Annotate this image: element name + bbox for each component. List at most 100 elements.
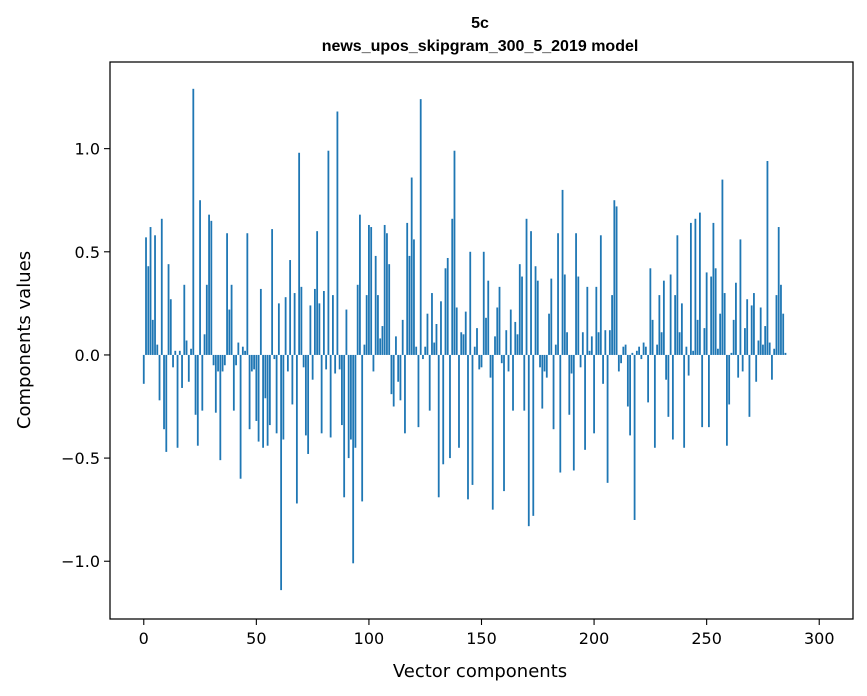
bar-112 <box>395 336 397 355</box>
bar-21 <box>190 348 192 355</box>
bar-5 <box>154 235 156 355</box>
bar-49 <box>253 354 255 370</box>
bar-173 <box>532 354 535 516</box>
y-tick-label: −0.5 <box>61 449 100 468</box>
bar-164 <box>512 354 514 411</box>
bar-210 <box>615 206 618 355</box>
bar-19 <box>185 340 188 355</box>
bar-120 <box>413 239 415 355</box>
bar-2 <box>147 266 150 355</box>
bar-185 <box>559 354 562 473</box>
bar-238 <box>678 332 681 355</box>
bar-60 <box>277 303 280 355</box>
bar-251 <box>708 354 710 428</box>
bar-14 <box>174 350 177 355</box>
bar-108 <box>386 233 388 355</box>
bar-196 <box>584 354 586 450</box>
bar-59 <box>275 354 278 434</box>
bar-146 <box>471 354 474 485</box>
bar-34 <box>219 354 222 461</box>
bar-193 <box>577 276 580 355</box>
bar-233 <box>667 354 670 417</box>
bar-123 <box>419 99 422 355</box>
bar-153 <box>487 280 490 355</box>
bar-275 <box>762 344 764 355</box>
bar-254 <box>714 268 717 355</box>
bar-218 <box>633 354 636 520</box>
bar-265 <box>739 239 742 355</box>
bar-157 <box>496 307 499 355</box>
bar-30 <box>210 220 213 355</box>
bar-38 <box>228 309 231 355</box>
bar-77 <box>316 231 319 355</box>
bar-144 <box>467 354 469 500</box>
bar-139 <box>455 307 458 355</box>
bar-160 <box>503 354 505 492</box>
bar-88 <box>341 354 343 426</box>
bar-236 <box>674 295 677 355</box>
bar-103 <box>374 255 377 355</box>
bar-12 <box>169 299 172 355</box>
bar-215 <box>626 354 629 407</box>
bar-166 <box>516 334 519 355</box>
bar-57 <box>271 229 274 355</box>
bar-216 <box>629 354 631 436</box>
bar-85 <box>334 354 337 374</box>
bar-226 <box>651 319 654 355</box>
x-tick-label: 150 <box>466 629 497 648</box>
bar-78 <box>318 303 321 355</box>
bar-256 <box>719 313 722 355</box>
bar-11 <box>167 264 170 355</box>
x-tick-label: 0 <box>139 629 149 648</box>
bar-198 <box>588 350 591 355</box>
bar-31 <box>212 354 215 366</box>
bar-220 <box>638 346 641 355</box>
y-axis-ticks: −1.0 −0.5 0.0 0.5 1.0 <box>61 140 110 571</box>
bar-270 <box>750 305 753 355</box>
bar-125 <box>424 346 427 355</box>
bar-240 <box>683 354 686 448</box>
bar-81 <box>325 354 328 370</box>
bar-259 <box>726 354 728 446</box>
bar-46 <box>246 233 249 355</box>
bar-0 <box>142 354 145 384</box>
bar-29 <box>208 214 210 355</box>
bar-95 <box>356 284 359 355</box>
bar-27 <box>203 334 206 355</box>
bar-74 <box>309 305 312 355</box>
bar-71 <box>302 354 305 368</box>
bar-84 <box>332 295 334 355</box>
bar-39 <box>230 284 233 355</box>
bar-65 <box>289 260 292 355</box>
bar-177 <box>541 354 544 409</box>
bar-252 <box>710 276 713 355</box>
bar-43 <box>239 354 242 479</box>
bar-111 <box>392 354 395 407</box>
bar-221 <box>640 354 643 360</box>
bar-168 <box>521 276 523 355</box>
bar-20 <box>187 354 190 382</box>
bar-68 <box>295 354 298 504</box>
bar-211 <box>617 354 620 372</box>
bar-253 <box>712 222 715 355</box>
bar-121 <box>415 346 418 355</box>
bar-72 <box>304 354 307 436</box>
bar-90 <box>345 309 348 355</box>
bar-129 <box>433 342 436 355</box>
bar-16 <box>178 350 181 355</box>
bar-145 <box>469 251 472 355</box>
bar-79 <box>320 354 323 434</box>
bar-104 <box>377 295 379 355</box>
bar-45 <box>244 350 246 355</box>
bar-63 <box>284 297 287 355</box>
y-axis-label: Components values <box>14 251 35 429</box>
bar-151 <box>482 251 485 355</box>
y-tick-label: 0.5 <box>75 243 100 262</box>
bar-93 <box>352 354 355 564</box>
bar-225 <box>649 268 652 355</box>
bar-126 <box>426 313 429 355</box>
bar-189 <box>568 354 571 415</box>
bar-165 <box>514 321 517 355</box>
bar-24 <box>196 354 199 446</box>
